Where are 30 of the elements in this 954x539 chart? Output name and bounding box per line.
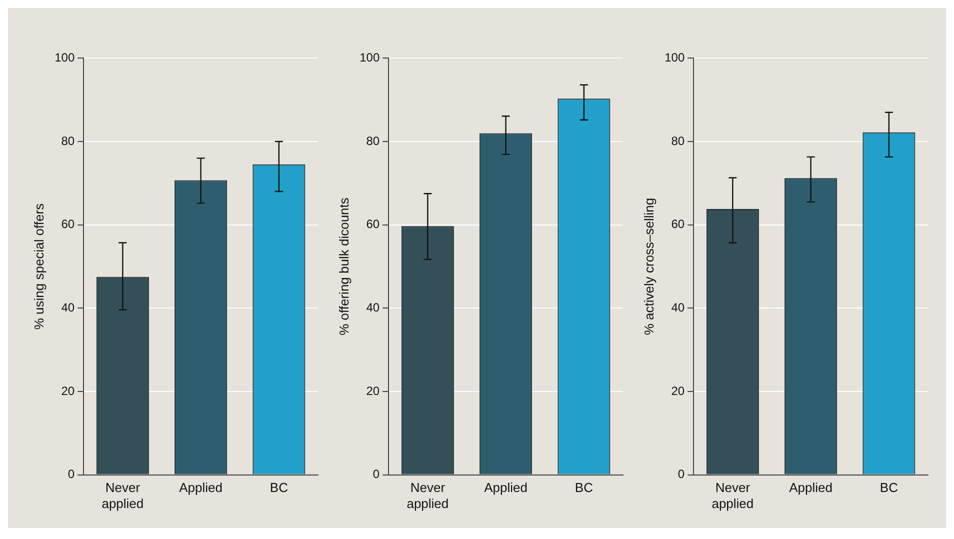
y-tick-label: 100 xyxy=(664,50,685,65)
x-tick-label: BC xyxy=(270,480,288,496)
y-tick-label: 0 xyxy=(678,467,685,482)
y-tick-label: 40 xyxy=(366,300,380,314)
x-tick-label: Applied xyxy=(179,480,222,496)
y-axis-title: % actively cross–selling xyxy=(641,198,656,336)
y-tick-label: 60 xyxy=(61,217,75,232)
y-tick-label: 0 xyxy=(372,467,380,482)
y-tick-label: 40 xyxy=(61,300,75,314)
x-tick-label: BC xyxy=(880,480,898,496)
x-tick-label: BC xyxy=(574,480,593,496)
y-tick-label: 60 xyxy=(366,217,380,232)
y-axis-title: % offering bulk dicounts xyxy=(336,197,352,336)
y-tick-label: 80 xyxy=(61,134,75,148)
y-tick-label: 100 xyxy=(54,50,75,65)
x-tick-label: Never applied xyxy=(406,480,449,511)
y-tick-label: 40 xyxy=(671,300,685,314)
x-tick-label: Applied xyxy=(484,480,528,496)
y-tick-label: 20 xyxy=(366,384,380,398)
y-tick-label: 20 xyxy=(671,384,685,398)
y-tick-label: 20 xyxy=(61,384,75,398)
y-tick-label: 80 xyxy=(671,134,685,148)
x-tick-label: Never applied xyxy=(102,480,144,511)
y-tick-label: 0 xyxy=(68,467,75,482)
y-tick-label: 80 xyxy=(366,134,380,148)
y-tick-label: 60 xyxy=(671,217,685,232)
y-tick-label: 100 xyxy=(360,50,380,65)
x-tick-label: Never applied xyxy=(712,480,754,511)
y-axis-title: % using special offers xyxy=(31,202,46,330)
x-tick-label: Applied xyxy=(789,480,832,496)
